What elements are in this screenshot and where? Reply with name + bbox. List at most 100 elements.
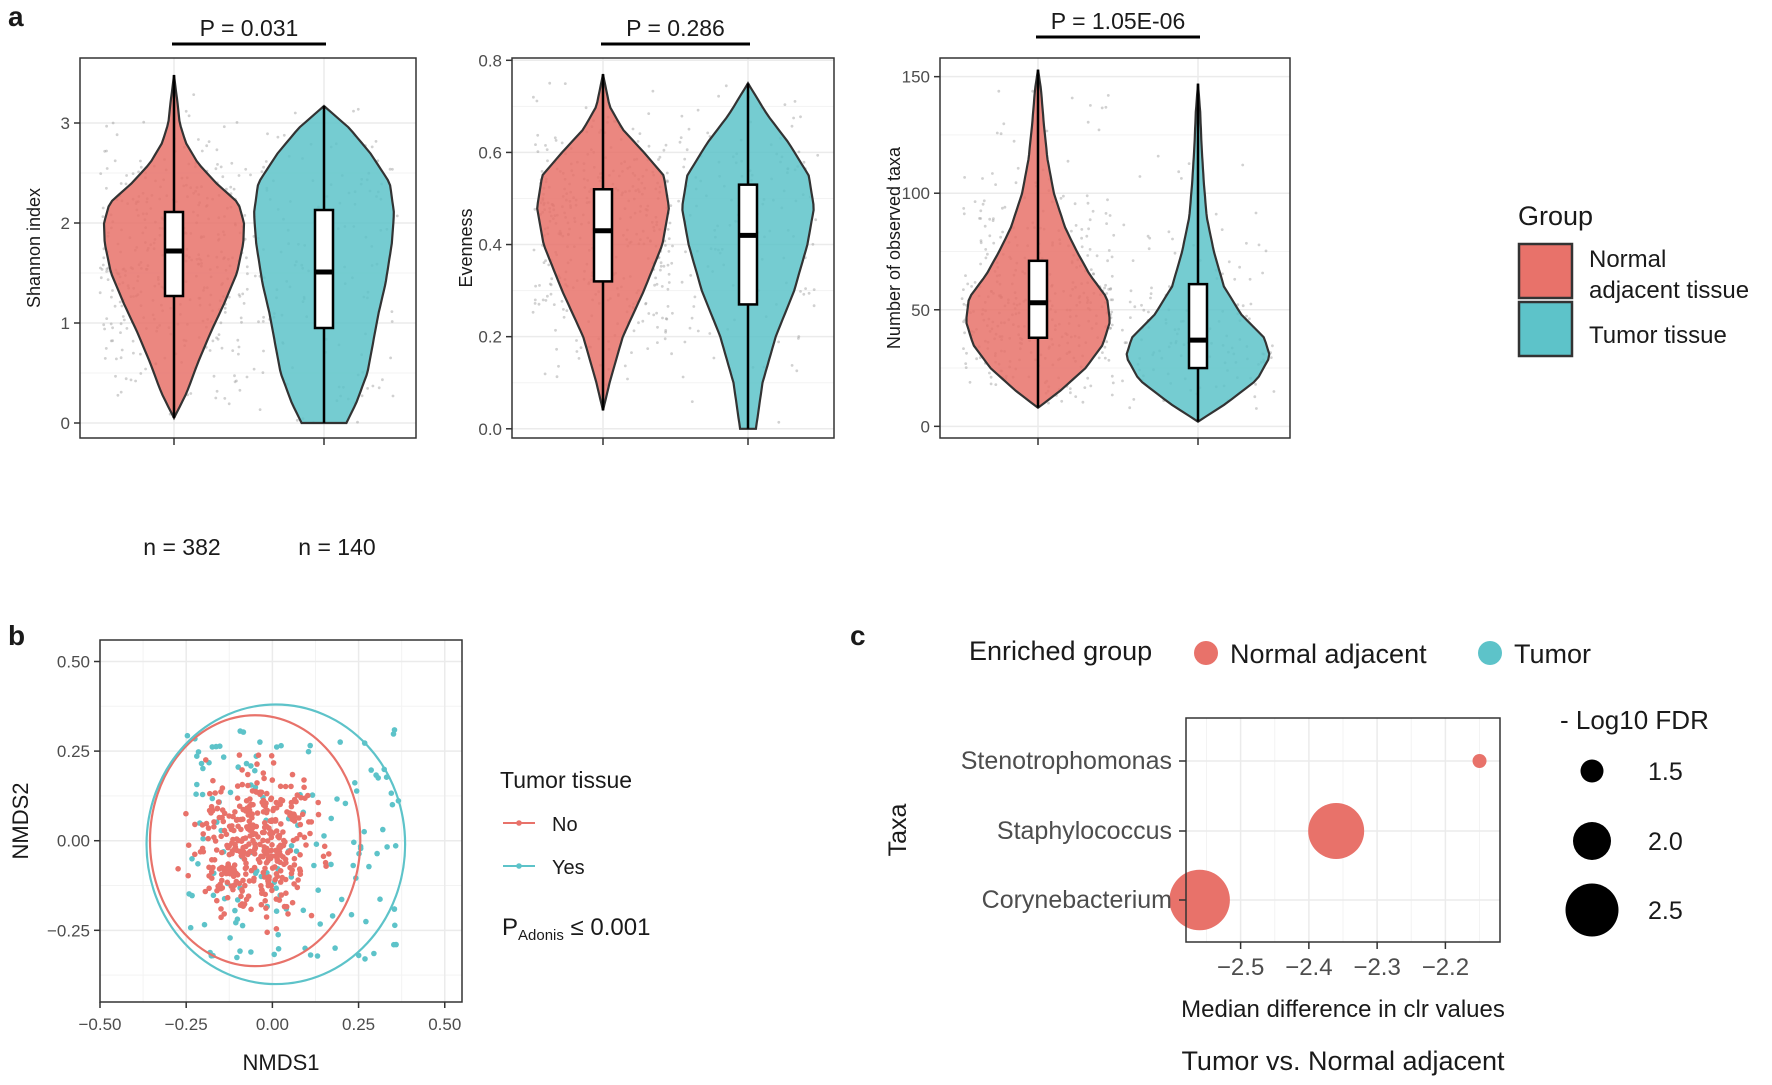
nmds-point-no (192, 851, 198, 858)
jitter-point (356, 420, 359, 424)
jitter-point (1241, 304, 1245, 308)
jitter-point (970, 285, 973, 288)
jitter-point (1106, 259, 1109, 263)
jitter-point (652, 313, 656, 317)
x-tick-label: −0.25 (165, 1015, 208, 1034)
jitter-point (534, 143, 537, 147)
jitter-point (1173, 251, 1177, 255)
jitter-point (1245, 241, 1248, 245)
nmds-legend-title: Tumor tissue (500, 767, 632, 793)
jitter-point (1086, 254, 1090, 257)
jitter-point (215, 336, 219, 340)
nmds-point-no (291, 818, 298, 824)
jitter-point (214, 396, 218, 400)
jitter-point (670, 352, 673, 356)
jitter-point (560, 299, 564, 303)
nmds-point-no (234, 795, 241, 801)
jitter-point (109, 339, 113, 343)
nmds-point-no (242, 835, 249, 841)
jitter-point (656, 325, 659, 329)
nmds-point-yes (227, 935, 233, 941)
jitter-point (1248, 277, 1252, 281)
nmds-point-yes (189, 856, 195, 862)
nmds-point-no (221, 827, 228, 834)
nmds-point-no (285, 911, 291, 917)
nmds-point-no (263, 914, 270, 920)
nmds-point-no (219, 877, 225, 884)
nmds-point-yes (275, 931, 282, 938)
nmds-point-no (218, 833, 224, 840)
jitter-point (106, 278, 110, 281)
y-tick-label: 100 (902, 184, 930, 203)
jitter-point (964, 366, 968, 369)
jitter-point (662, 264, 666, 268)
nmds-point-no (219, 785, 226, 791)
nmds-point-no (276, 832, 283, 839)
jitter-point (282, 133, 286, 137)
jitter-point (1128, 406, 1132, 410)
jitter-point (1110, 310, 1114, 314)
jitter-point (979, 209, 983, 213)
dotplot-title: Tumor vs. Normal adjacent (1181, 1046, 1505, 1076)
jitter-point (666, 287, 670, 291)
nmds-point-no (296, 815, 302, 821)
jitter-point (799, 115, 802, 119)
jitter-point (1060, 399, 1064, 403)
y-axis-label: Shannon index (24, 188, 44, 308)
jitter-point (683, 157, 687, 161)
jitter-point (119, 331, 122, 334)
nmds-point-no (247, 796, 253, 802)
jitter-point (1148, 236, 1152, 240)
jitter-point (641, 319, 645, 323)
nmds-point-no (261, 829, 268, 836)
jitter-point (687, 127, 691, 131)
box-iqr (163, 210, 185, 298)
legend-label-tumor: Tumor tissue (1589, 322, 1727, 349)
jitter-point (531, 310, 535, 314)
jitter-point (102, 247, 106, 251)
jitter-point (208, 349, 212, 352)
nmds-point-no (260, 837, 266, 844)
jitter-point (99, 266, 102, 270)
jitter-point (1001, 230, 1004, 234)
nmds-point-yes (392, 922, 398, 929)
jitter-point (1122, 223, 1126, 227)
jitter-point (963, 331, 966, 335)
jitter-point (973, 281, 977, 284)
nmds-point-no (211, 857, 218, 863)
nmds-point-no (203, 757, 209, 763)
jitter-point (105, 270, 108, 273)
jitter-point (119, 356, 123, 360)
nmds-point-no (209, 875, 215, 881)
jitter-point (1086, 120, 1090, 124)
y-axis-label: Number of observed taxa (884, 146, 904, 349)
jitter-point (962, 302, 966, 306)
nmds-point-yes (193, 791, 199, 797)
jitter-point (1106, 198, 1109, 202)
jitter-point (681, 375, 685, 379)
nmds-point-no (245, 893, 252, 899)
nmds-point-no (301, 834, 308, 841)
jitter-point (258, 408, 262, 411)
jitter-point (994, 183, 997, 187)
jitter-point (119, 390, 123, 394)
jitter-point (662, 148, 666, 152)
jitter-point (1016, 166, 1020, 170)
nmds-point-no (219, 807, 226, 813)
jitter-point (246, 272, 249, 276)
jitter-point (575, 350, 579, 353)
nmds-point-yes (384, 844, 390, 850)
jitter-point (114, 374, 117, 378)
jitter-point (1089, 268, 1093, 271)
nmds-point-yes (209, 795, 216, 802)
size-legend-dot (1573, 822, 1611, 860)
jitter-point (962, 207, 966, 210)
jitter-point (1105, 292, 1109, 295)
nmds-point-no (252, 845, 259, 851)
jitter-point (207, 140, 211, 144)
jitter-point (979, 217, 983, 220)
legend-key-normal (1517, 242, 1574, 300)
nmds-point-no (264, 929, 271, 936)
jitter-point (1045, 129, 1049, 133)
jitter-point (105, 167, 109, 170)
